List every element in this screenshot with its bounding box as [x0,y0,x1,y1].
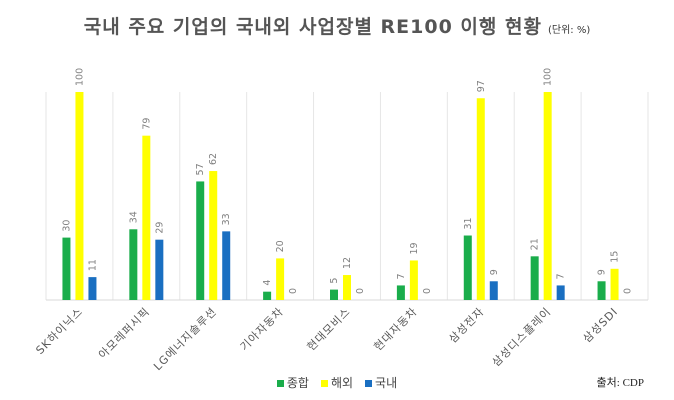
category-label: SK하이닉스 [33,304,86,357]
category-label: 삼성디스플레이 [490,305,554,369]
data-label: 100 [543,68,554,86]
bar [530,256,539,300]
legend-swatch [320,380,328,387]
data-label: 30 [61,220,72,232]
bar [88,277,97,300]
data-label: 9 [489,269,500,275]
legend-label: 해외 [330,376,354,390]
data-label: 31 [463,217,474,229]
bar [276,258,285,300]
data-label: 19 [409,242,420,254]
bar [489,281,498,300]
data-label: 100 [74,68,85,86]
data-label: 20 [275,240,286,252]
bar [343,275,351,300]
legend-item: 국내 [365,374,397,391]
data-label: 33 [221,213,232,225]
bar [463,235,472,300]
category-label: 아모레퍼시픽 [96,305,152,361]
category-label: 삼성전자 [446,305,487,346]
category-label: 삼성SDI [580,305,620,345]
data-label: 0 [623,288,634,294]
data-label: 12 [342,257,353,269]
data-label: 7 [396,273,407,279]
bar [610,268,619,300]
data-label: 9 [597,269,608,275]
bar [556,285,565,300]
bar [396,285,405,300]
data-label: 62 [208,153,219,165]
bar [409,260,418,300]
data-label: 7 [556,273,567,279]
category-label: LG에너지솔루션 [151,305,219,373]
category-label: 기아자동차 [238,305,287,354]
legend-label: 국내 [375,376,398,390]
bar [330,289,338,300]
data-label: 57 [195,163,206,175]
data-label: 79 [141,118,152,130]
bar [142,135,151,300]
data-label: 0 [422,288,433,294]
data-label: 15 [610,251,621,263]
bar [75,92,84,300]
category-label: 현대자동차 [371,305,420,354]
bar [597,281,606,300]
bar [543,92,552,300]
bar [222,231,231,300]
chart-title: 국내 주요 기업의 국내외 사업장별 RE100 이행 현황 (단위: %) [0,12,674,39]
source-note: 출처: CDP [596,377,644,389]
legend: 종합 해외 국내 [0,374,674,391]
data-label: 0 [355,288,366,294]
legend-item: 종합 [276,374,309,391]
bar [196,181,205,300]
legend-label: 종합 [286,376,309,390]
legend-swatch [276,380,284,387]
legend-item: 해외 [320,374,354,391]
data-label: 4 [262,280,273,286]
data-label: 29 [154,222,165,234]
data-label: 97 [476,80,487,92]
bar [476,98,485,301]
data-label: 21 [530,238,541,250]
category-label: 현대모비스 [305,305,354,354]
legend-swatch [365,380,373,387]
data-label: 0 [288,288,299,294]
data-label: 5 [329,278,340,284]
bar [129,229,138,300]
unit-note: (단위: %) [547,25,591,36]
bar [155,239,164,300]
data-label: 34 [128,211,139,223]
title-text: 국내 주요 기업의 국내외 사업장별 RE100 이행 현황 [83,16,542,38]
data-label: 11 [87,259,98,271]
bar [263,291,272,300]
bar [209,171,218,300]
bar [62,237,71,300]
